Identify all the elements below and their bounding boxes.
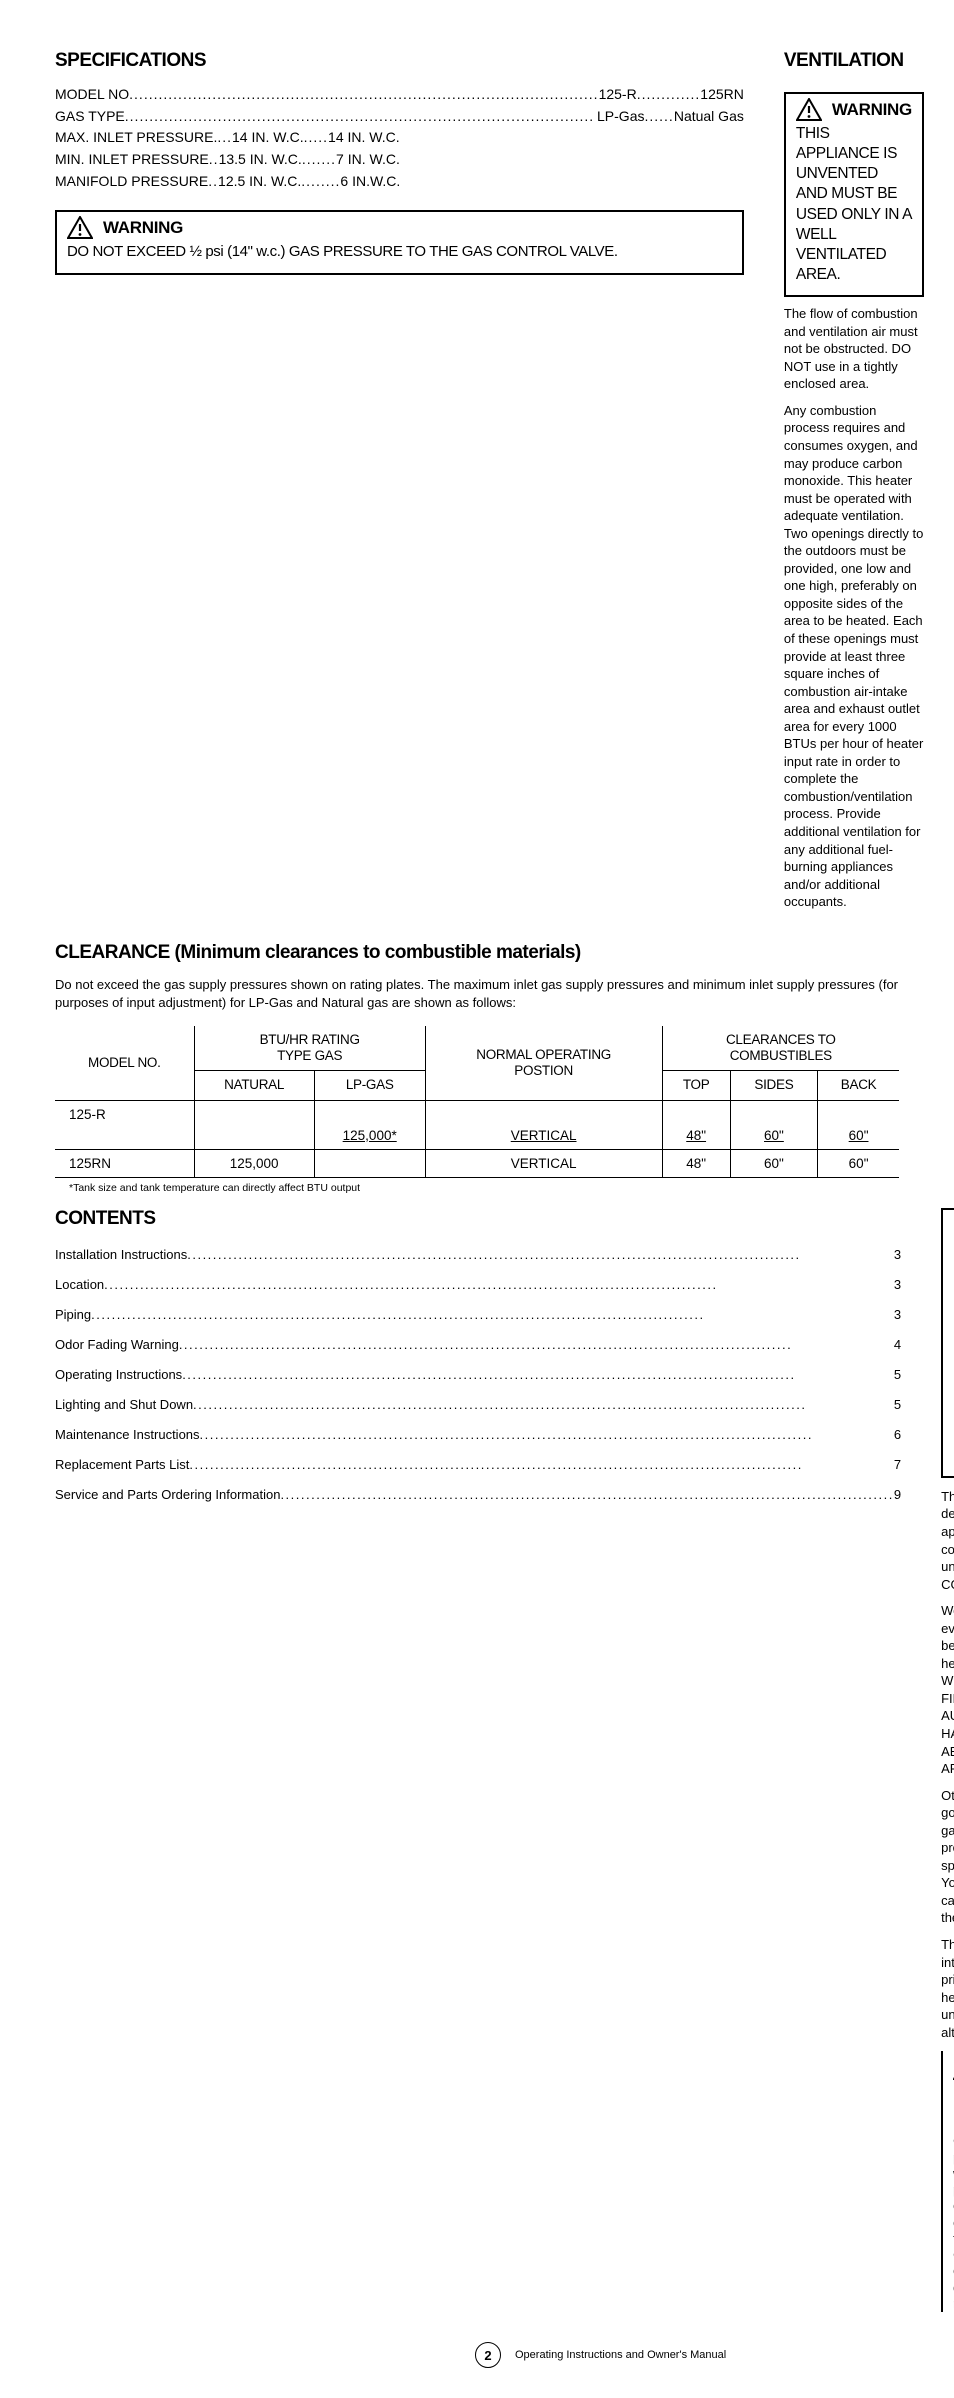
warning-icon <box>796 98 822 122</box>
contents-title: CONTENTS <box>55 1208 901 1230</box>
table-header: NORMAL OPERATING POSTION <box>425 1026 662 1100</box>
table-header: BACK <box>818 1071 899 1100</box>
safety-para: Other standards govern the use of fuel g… <box>941 1787 954 1927</box>
dots-divider <box>280 1488 893 1501</box>
toc-line: Odor Fading Warning4 <box>55 1338 901 1351</box>
dots-divider <box>104 1278 894 1291</box>
footer-label: Operating Instructions and Owner's Manua… <box>515 2349 726 2361</box>
page-footer: 2 Operating Instructions and Owner's Man… <box>55 2342 899 2368</box>
table-header: TOP <box>662 1071 730 1100</box>
safety-box: FOR YOUR SAFETY Do not use this heater i… <box>941 1208 954 1478</box>
table-header: LP-GAS <box>314 1071 425 1100</box>
table-header: NATURAL <box>194 1071 314 1100</box>
table-row: 125-R <box>55 1100 899 1122</box>
safety-column: FOR YOUR SAFETY Do not use this heater i… <box>941 1208 954 2312</box>
toc-line: Location 3 <box>55 1278 901 1291</box>
clearance-section: CLEARANCE (Minimum clearances to combust… <box>55 942 899 1194</box>
specifications-column: SPECIFICATIONS MODEL NO125-R............… <box>55 50 744 920</box>
table-header: BTU/HR RATING TYPE GAS <box>194 1026 425 1071</box>
toc-line: Operating Instructions 5 <box>55 1368 901 1381</box>
spec-line: MIN. INLET PRESSURE .. 13.5 IN. W.C. ...… <box>55 149 744 171</box>
dots-divider <box>129 84 598 106</box>
toc-line: Lighting and Shut Down 5 <box>55 1398 901 1411</box>
safety-para: The heater is designed and approved for … <box>941 1488 954 1593</box>
ventilation-title: VENTILATION <box>784 50 924 72</box>
table-header: SIDES <box>730 1071 817 1100</box>
dots-divider <box>91 1308 894 1321</box>
warning-title: WARNING <box>103 218 183 238</box>
ventilation-para: The flow of combustion and ventilation a… <box>784 305 924 393</box>
table-header: CLEARANCES TO COMBUSTIBLES <box>662 1026 899 1071</box>
toc-line: Replacement Parts List 7 <box>55 1458 901 1471</box>
warning-title: WARNING <box>832 100 912 120</box>
clearance-title: CLEARANCE (Minimum clearances to combust… <box>55 942 899 964</box>
clearance-intro: Do not exceed the gas supply pressures s… <box>55 976 899 1012</box>
toc-line: Piping 3 <box>55 1308 901 1321</box>
specs-list: MODEL NO125-R.............125RN GAS TYPE… <box>55 84 744 192</box>
toc-line: Maintenance Instructions 6 <box>55 1428 901 1441</box>
safety-para: This appliance is intended to be used pr… <box>941 1936 954 2041</box>
dots-divider <box>187 1248 894 1261</box>
spec-line: GAS TYPE LP-Gas ...... Natual Gas <box>55 106 744 128</box>
ventilation-para: Any combustion process requires and cons… <box>784 402 924 911</box>
page-number: 2 <box>475 2342 501 2368</box>
toc-list: Installation Instructions 3 Location 3 P… <box>55 1248 901 1501</box>
specs-warning-box: WARNING DO NOT EXCEED ½ psi (14" w.c.) G… <box>55 210 744 274</box>
clearance-table: MODEL NO. BTU/HR RATING TYPE GAS NORMAL … <box>55 1026 899 1178</box>
dots-divider <box>125 106 597 128</box>
safety-para: We cannot anticipate every use which may… <box>941 1602 954 1777</box>
toc-line: Service and Parts Ordering Information 9 <box>55 1488 901 1501</box>
warning-body: DO NOT EXCEED ½ psi (14" w.c.) GAS PRESS… <box>67 242 732 262</box>
dots-divider <box>189 1458 893 1471</box>
table-header: MODEL NO. <box>55 1026 194 1100</box>
ventilation-warning-box: WARNING THIS APPLIANCE IS UNVENTED AND M… <box>784 92 924 297</box>
toc-line: Installation Instructions 3 <box>55 1248 901 1261</box>
dots-divider <box>179 1338 894 1351</box>
contents-column: CONTENTS Installation Instructions 3 Loc… <box>55 1208 901 2312</box>
ventilation-warning-subhead: THIS APPLIANCE IS UNVENTED AND MUST BE U… <box>796 124 912 285</box>
ventilation-column: VENTILATION WARNING THIS APPLIANCE IS UN… <box>784 50 924 920</box>
clearance-footnote: *Tank size and tank temperature can dire… <box>69 1182 899 1194</box>
spec-line: MAX. INLET PRESSURE. ... 14 IN. W.C. ...… <box>55 127 744 149</box>
warning-icon <box>67 216 93 240</box>
table-row: 125,000* VERTICAL 48" 60" 60" <box>55 1122 899 1150</box>
spec-line: MANIFOLD PRESSURE .. 12.5 IN. W.C. .....… <box>55 171 744 193</box>
dots-divider <box>182 1368 894 1381</box>
spec-line: MODEL NO125-R.............125RN <box>55 84 744 106</box>
dots-divider <box>193 1398 894 1411</box>
table-row: 125RN 125,000 VERTICAL 48" 60" 60" <box>55 1149 899 1177</box>
california-warning-box: THE STATE OF CALIFORNIA REQUIRES THE FOL… <box>941 2051 954 2312</box>
specifications-title: SPECIFICATIONS <box>55 50 744 72</box>
dots-divider <box>200 1428 894 1441</box>
